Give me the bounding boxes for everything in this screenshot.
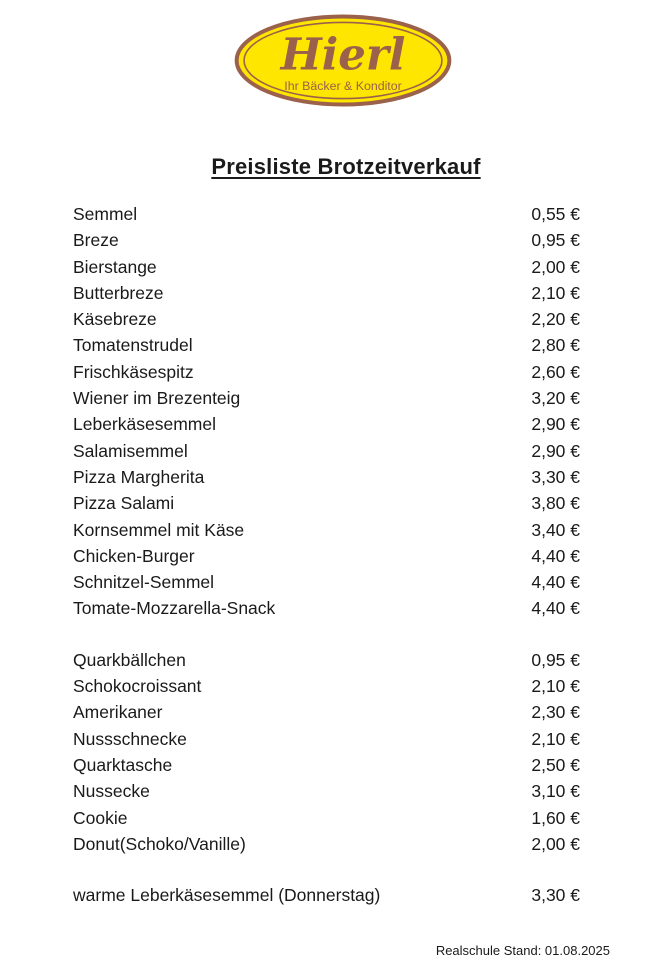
price-list: Semmel 0,55 € Breze 0,95 € Bierstange 2,… xyxy=(73,201,580,908)
price-list-row: Käsebreze 2,20 € xyxy=(73,306,580,332)
item-price: 4,40 € xyxy=(531,545,580,566)
item-price: 2,90 € xyxy=(531,440,580,461)
item-price: 2,00 € xyxy=(531,256,580,277)
item-name: Tomatenstrudel xyxy=(73,335,193,356)
item-price: 2,80 € xyxy=(531,335,580,356)
item-name: Schokocroissant xyxy=(73,676,202,697)
item-price: 3,30 € xyxy=(531,885,580,906)
item-name: Butterbreze xyxy=(73,282,164,303)
item-name: Nussschnecke xyxy=(73,728,187,749)
price-list-row: Nussecke 3,10 € xyxy=(73,778,580,804)
price-list-section: warme Leberkäsesemmel (Donnerstag) 3,30 … xyxy=(73,882,580,908)
price-list-row: Butterbreze 2,10 € xyxy=(73,280,580,306)
price-list-section: Semmel 0,55 € Breze 0,95 € Bierstange 2,… xyxy=(73,201,580,622)
item-name: Kornsemmel mit Käse xyxy=(73,519,245,540)
price-list-row: Chicken-Burger 4,40 € xyxy=(73,543,580,569)
item-price: 0,95 € xyxy=(531,230,580,251)
item-name: warme Leberkäsesemmel (Donnerstag) xyxy=(73,885,381,906)
item-name: Salamisemmel xyxy=(73,440,188,461)
item-name: Semmel xyxy=(73,204,138,224)
price-list-row: Breze 0,95 € xyxy=(73,227,580,253)
price-list-row: Semmel 0,55 € xyxy=(73,201,580,227)
item-name: Tomate-Mozzarella-Snack xyxy=(73,598,276,619)
footer-note: Realschule Stand: 01.08.2025 xyxy=(435,943,610,958)
price-list-row: Pizza Margherita 3,30 € xyxy=(73,464,580,490)
item-price: 2,10 € xyxy=(531,676,580,697)
price-list-row: Kornsemmel mit Käse 3,40 € xyxy=(73,517,580,543)
price-list-row: Nussschnecke 2,10 € xyxy=(73,726,580,752)
price-list-row: Wiener im Brezenteig 3,20 € xyxy=(73,385,580,411)
logo-brand-text: Hierl xyxy=(279,29,406,80)
item-name: Käsebreze xyxy=(73,309,157,330)
price-list-row: Tomatenstrudel 2,80 € xyxy=(73,332,580,358)
price-list-row: Frischkäsespitz 2,60 € xyxy=(73,359,580,385)
item-name: Pizza Salami xyxy=(73,493,175,514)
price-list-row: Donut(Schoko/Vanille) 2,00 € xyxy=(73,831,580,857)
item-name: Schnitzel-Semmel xyxy=(73,572,215,593)
item-price: 3,30 € xyxy=(531,466,580,487)
item-price: 3,10 € xyxy=(531,781,580,802)
bakery-logo-oval-icon: Hierl Ihr Bäcker & Konditor xyxy=(234,14,452,107)
logo-tagline-text: Ihr Bäcker & Konditor xyxy=(284,79,401,93)
item-name: Amerikaner xyxy=(73,702,163,723)
price-list-row: Quarktasche 2,50 € xyxy=(73,752,580,778)
price-list-row: Tomate-Mozzarella-Snack 4,40 € xyxy=(73,595,580,621)
bakery-logo: Hierl Ihr Bäcker & Konditor xyxy=(0,0,672,107)
item-price: 0,95 € xyxy=(531,649,580,670)
item-price: 3,80 € xyxy=(531,493,580,514)
item-price: 2,10 € xyxy=(531,728,580,749)
price-list-row: Schokocroissant 2,10 € xyxy=(73,673,580,699)
item-name: Chicken-Burger xyxy=(73,545,195,566)
item-price: 4,40 € xyxy=(531,572,580,593)
price-list-row: Bierstange 2,00 € xyxy=(73,254,580,280)
item-name: Nussecke xyxy=(73,781,150,802)
price-list-section: Quarkbällchen 0,95 € Schokocroissant 2,1… xyxy=(73,647,580,857)
item-name: Donut(Schoko/Vanille) xyxy=(73,833,246,854)
item-price: 2,30 € xyxy=(531,702,580,723)
item-name: Bierstange xyxy=(73,256,157,277)
item-name: Pizza Margherita xyxy=(73,466,205,487)
price-list-row: Leberkäsesemmel 2,90 € xyxy=(73,411,580,437)
item-name: Wiener im Brezenteig xyxy=(73,388,241,409)
price-list-row: Pizza Salami 3,80 € xyxy=(73,490,580,516)
item-price: 0,55 € xyxy=(531,204,580,224)
price-list-row: warme Leberkäsesemmel (Donnerstag) 3,30 … xyxy=(73,882,580,908)
item-name: Quarkbällchen xyxy=(73,649,186,670)
item-name: Quarktasche xyxy=(73,754,173,775)
item-price: 2,50 € xyxy=(531,754,580,775)
item-price: 2,90 € xyxy=(531,414,580,435)
page-title: Preisliste Brotzeitverkauf xyxy=(211,154,481,179)
item-price: 3,40 € xyxy=(531,519,580,540)
item-name: Breze xyxy=(73,230,119,251)
price-list-row: Amerikaner 2,30 € xyxy=(73,699,580,725)
item-price: 4,40 € xyxy=(531,598,580,619)
item-name: Leberkäsesemmel xyxy=(73,414,216,435)
price-list-row: Schnitzel-Semmel 4,40 € xyxy=(73,569,580,595)
price-list-row: Salamisemmel 2,90 € xyxy=(73,438,580,464)
item-price: 2,10 € xyxy=(531,282,580,303)
item-name: Frischkäsespitz xyxy=(73,361,194,382)
item-price: 2,00 € xyxy=(531,833,580,854)
item-name: Cookie xyxy=(73,807,128,828)
price-list-row: Cookie 1,60 € xyxy=(73,805,580,831)
item-price: 2,60 € xyxy=(531,361,580,382)
item-price: 1,60 € xyxy=(531,807,580,828)
item-price: 2,20 € xyxy=(531,309,580,330)
price-list-row: Quarkbällchen 0,95 € xyxy=(73,647,580,673)
item-price: 3,20 € xyxy=(531,388,580,409)
